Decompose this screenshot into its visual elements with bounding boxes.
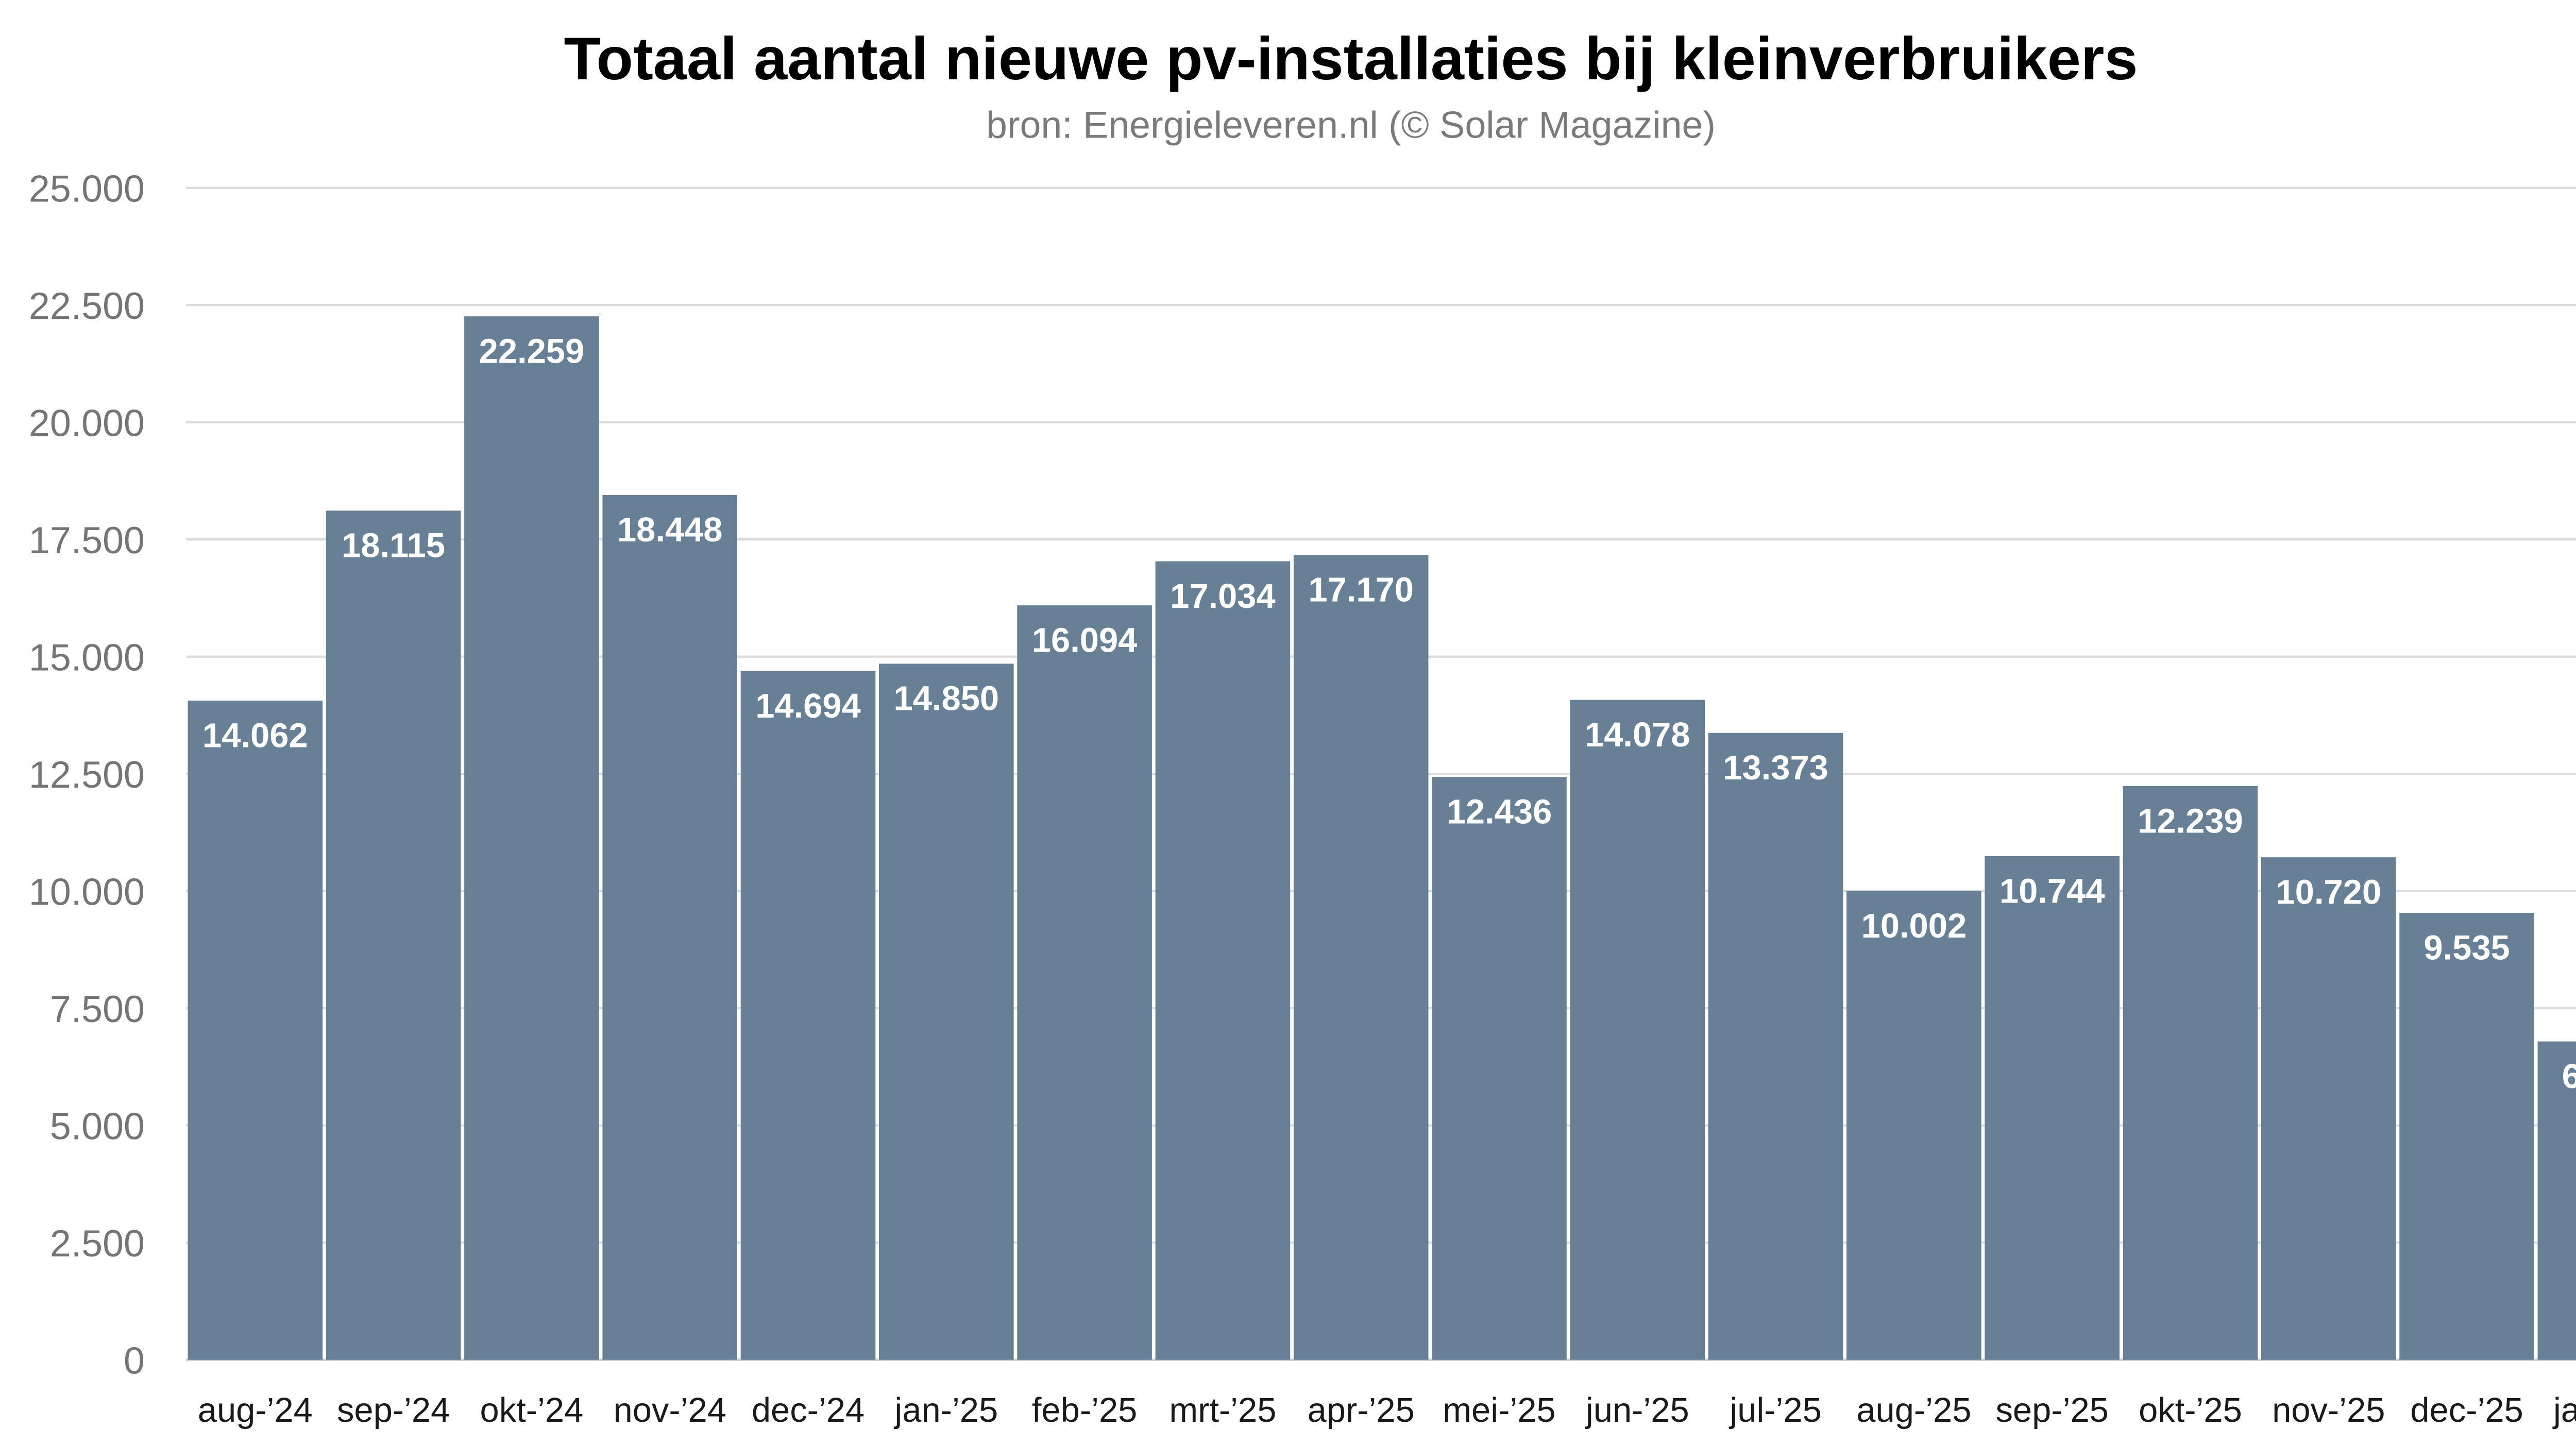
bar (740, 671, 876, 1360)
bar (1708, 733, 1843, 1360)
bar (2123, 786, 2258, 1360)
data-label: 17.170 (1308, 571, 1414, 609)
x-tick-label: nov-’25 (2272, 1391, 2385, 1430)
data-label: 18.448 (617, 511, 723, 549)
bar (1017, 605, 1152, 1360)
x-tick-label: feb-’25 (1032, 1391, 1137, 1430)
data-label: 14.062 (202, 716, 308, 755)
chart-subtitle: bron: Energieleveren.nl (© Solar Magazin… (986, 104, 1716, 146)
bar (188, 701, 323, 1360)
chart-title: Totaal aantal nieuwe pv-installaties bij… (564, 25, 2138, 92)
x-tick-label: sep-’25 (1995, 1391, 2108, 1430)
data-label: 6.792 (2562, 1057, 2576, 1096)
x-tick-label: jan-’25 (893, 1391, 998, 1430)
bars (188, 316, 2576, 1360)
data-labels: 14.062 18.115 22.259 18.448 14.694 14.850 16.0… (202, 332, 2576, 1096)
gridlines (186, 186, 2576, 1362)
bar (2537, 1041, 2576, 1360)
bar (879, 664, 1014, 1360)
data-label: 10.744 (1999, 872, 2105, 910)
x-tick-label: dec-’24 (752, 1391, 865, 1430)
x-tick-label: dec-’25 (2410, 1391, 2523, 1430)
bar (1293, 555, 1429, 1360)
bar (2261, 857, 2396, 1360)
data-label: 14.078 (1585, 716, 1690, 754)
y-tick-label: 15.000 (29, 636, 145, 678)
bar (1155, 561, 1291, 1360)
y-axis-ticks: 0 2.500 5.000 7.500 10.000 12.500 15.000 17.500… (29, 167, 145, 1382)
bar (602, 495, 738, 1360)
bar (1985, 856, 2120, 1360)
bar (2399, 913, 2534, 1360)
bar (1570, 700, 1705, 1360)
data-label: 14.694 (755, 687, 861, 725)
x-tick-label: jun-’25 (1585, 1391, 1689, 1430)
y-tick-label: 10.000 (29, 870, 145, 913)
x-tick-label: mrt-’25 (1169, 1391, 1276, 1430)
y-tick-label: 12.500 (29, 753, 145, 796)
x-tick-label: sep-’24 (337, 1391, 450, 1430)
x-tick-label: apr-’25 (1308, 1391, 1415, 1430)
data-label: 16.094 (1032, 621, 1138, 659)
y-tick-label: 5.000 (50, 1104, 145, 1147)
data-label: 13.373 (1723, 748, 1828, 787)
data-label: 10.002 (1861, 907, 1967, 945)
y-tick-label: 2.500 (50, 1222, 145, 1265)
x-tick-label: jul-’25 (1728, 1391, 1821, 1430)
x-tick-label: aug-’24 (198, 1391, 313, 1430)
bar (1846, 891, 1981, 1360)
bar (1432, 777, 1567, 1360)
data-label: 14.850 (894, 679, 999, 718)
data-label: 22.259 (479, 332, 585, 370)
data-label: 9.535 (2424, 928, 2510, 967)
data-label: 17.034 (1170, 577, 1276, 616)
y-tick-label: 0 (124, 1339, 145, 1382)
y-tick-label: 22.500 (29, 284, 145, 327)
x-tick-label: jan-’26 (2552, 1391, 2576, 1430)
bar (326, 511, 461, 1360)
bar (464, 316, 599, 1360)
data-label: 10.720 (2276, 873, 2381, 912)
x-tick-label: mei-’25 (1443, 1391, 1555, 1430)
x-axis-ticks: aug-’24 sep-’24 okt-’24 nov-’24 dec-’24 jan-’… (198, 1391, 2576, 1430)
data-label: 18.115 (342, 526, 445, 565)
y-tick-label: 20.000 (29, 401, 145, 444)
x-tick-label: okt-’25 (2139, 1391, 2242, 1430)
data-label: 12.436 (1447, 792, 1552, 831)
y-tick-label: 25.000 (29, 167, 145, 210)
x-tick-label: nov-’24 (614, 1391, 726, 1430)
x-tick-label: okt-’24 (480, 1391, 584, 1430)
x-tick-label: aug-’25 (1856, 1391, 1971, 1430)
data-label: 12.239 (2138, 802, 2243, 840)
y-tick-label: 7.500 (50, 988, 145, 1030)
y-tick-label: 17.500 (29, 519, 145, 562)
